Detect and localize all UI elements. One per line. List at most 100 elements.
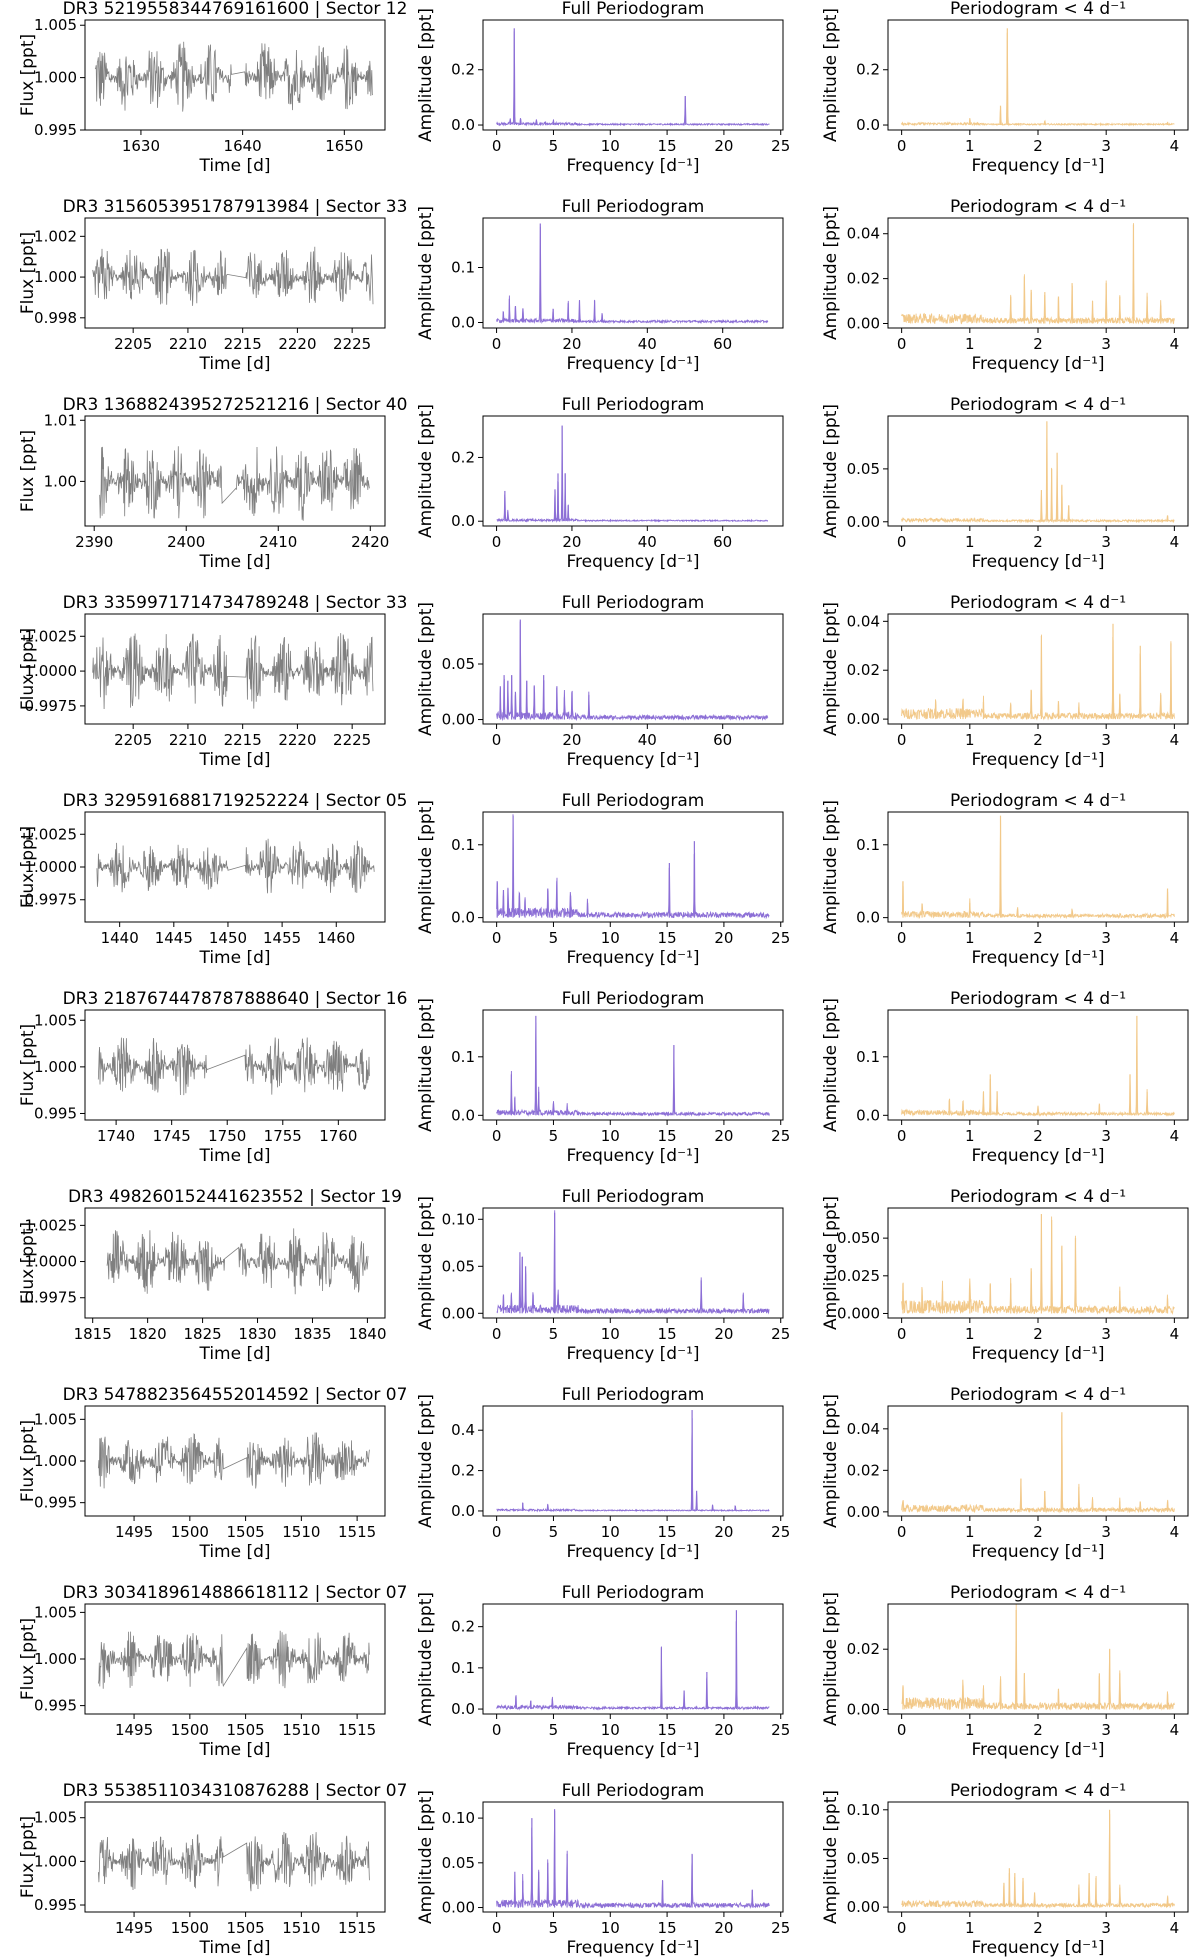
low-periodogram-frame	[887, 613, 1189, 725]
low-periodogram-ylabel: Amplitude [ppt]	[821, 602, 841, 736]
low-periodogram-ytick-label: 0.2	[856, 61, 880, 79]
lightcurve-xlabel: Time [d]	[198, 552, 270, 572]
low-periodogram-xlabel: Frequency [d⁻¹]	[971, 1542, 1104, 1562]
low-periodogram-frame	[887, 1603, 1189, 1715]
lightcurve-xlabel: Time [d]	[198, 1344, 270, 1364]
low-periodogram-ytick-label: 0.02	[847, 661, 880, 679]
low-periodogram-chart-3: 0 1 2 3 4 0.00 0.02 0.04 Periodogram < 4 d⁻¹ Freq…	[821, 593, 1189, 770]
full-periodogram-xlabel: Frequency [d⁻¹]	[566, 750, 699, 770]
low-periodogram-title: Periodogram < 4 d⁻¹	[950, 791, 1126, 811]
lightcurve-title: DR3 3156053951787913984 | Sector 33	[63, 197, 408, 217]
full-periodogram-ytick-label: 0.2	[451, 1618, 475, 1636]
low-periodogram-xtick-label: 1	[965, 1523, 975, 1541]
lightcurve-ytick-label: 1.000	[34, 1058, 77, 1076]
lightcurve-xtick-label: 2215	[224, 335, 262, 353]
full-periodogram-ytick-label: 0.05	[442, 1854, 475, 1872]
full-periodogram-series	[496, 226, 769, 325]
full-periodogram-series	[496, 31, 770, 127]
low-periodogram-chart-0: 0 1 2 3 4 0.0 0.2 Periodogram < 4 d⁻¹ Frequency …	[821, 0, 1189, 176]
lightcurve-xtick-label: 1505	[227, 1919, 265, 1937]
low-periodogram-ytick-label: 0.00	[847, 513, 880, 531]
full-periodogram-series	[496, 1418, 770, 1513]
full-periodogram-xtick-label: 15	[658, 1721, 677, 1739]
full-periodogram-ytick-label: 0.10	[442, 1809, 475, 1827]
lightcurve-xtick-label: 1640	[224, 137, 262, 155]
lightcurve-title: DR3 3359971714734789248 | Sector 33	[63, 593, 408, 613]
full-periodogram-xlabel: Frequency [d⁻¹]	[566, 354, 699, 374]
lightcurve-ytick-label: 1.0000	[25, 858, 78, 876]
low-periodogram-series	[901, 1020, 1175, 1117]
full-periodogram-xtick-label: 20	[714, 1919, 733, 1937]
low-periodogram-xtick-label: 2	[1033, 1523, 1043, 1541]
lightcurve-xlabel: Time [d]	[198, 354, 270, 374]
full-periodogram-frame	[482, 811, 784, 923]
low-periodogram-xtick-label: 4	[1170, 1721, 1180, 1739]
full-periodogram-frame	[482, 415, 784, 527]
full-periodogram-ylabel: Amplitude [ppt]	[416, 800, 436, 934]
lightcurve-ytick-label: 1.000	[34, 69, 77, 87]
full-periodogram-chart-5: 0 5 10 15 20 25 0.0 0.1 Full Periodogram Frequenc…	[416, 989, 790, 1166]
lightcurve-xtick-label: 1830	[238, 1325, 276, 1343]
low-periodogram-xlabel: Frequency [d⁻¹]	[971, 354, 1104, 374]
low-periodogram-title: Periodogram < 4 d⁻¹	[950, 1187, 1126, 1207]
lightcurve-ytick-label: 0.9975	[25, 697, 78, 715]
lightcurve-ytick-label: 0.9975	[25, 1289, 78, 1307]
full-periodogram-ylabel: Amplitude [ppt]	[416, 602, 436, 736]
full-periodogram-ytick-label: 0.2	[451, 448, 475, 466]
low-periodogram-ytick-label: 0.04	[847, 225, 880, 243]
lightcurve-xtick-label: 1500	[171, 1721, 209, 1739]
low-periodogram-title: Periodogram < 4 d⁻¹	[950, 395, 1126, 415]
full-periodogram-xlabel: Frequency [d⁻¹]	[566, 1740, 699, 1760]
full-periodogram-ytick-label: 0.00	[442, 1899, 475, 1917]
full-periodogram-xtick-label: 40	[638, 335, 657, 353]
low-periodogram-frame	[887, 1009, 1189, 1121]
low-periodogram-ytick-label: 0.04	[847, 612, 880, 630]
full-periodogram-xtick-label: 5	[549, 1523, 559, 1541]
lightcurve-ytick-label: 1.005	[34, 1603, 77, 1621]
full-periodogram-xlabel: Frequency [d⁻¹]	[566, 1542, 699, 1562]
full-periodogram-xtick-label: 15	[658, 929, 677, 947]
full-periodogram-series	[496, 1810, 770, 1910]
full-periodogram-xtick-label: 20	[562, 533, 581, 551]
full-periodogram-ytick-label: 0.10	[442, 1210, 475, 1228]
lightcurve-ytick-label: 0.995	[34, 121, 77, 139]
lightcurve-chart-3: 2205 2210 2215 2220 2225 0.9975 1.0000 1.0025 DR…	[18, 593, 407, 770]
lightcurve-ytick-label: 1.000	[34, 1852, 77, 1870]
low-periodogram-ylabel: Amplitude [ppt]	[821, 8, 841, 142]
lightcurve-xtick-label: 1740	[97, 1127, 135, 1145]
low-periodogram-xtick-label: 2	[1033, 1325, 1043, 1343]
low-periodogram-ylabel: Amplitude [ppt]	[821, 800, 841, 934]
low-periodogram-ylabel: Amplitude [ppt]	[821, 998, 841, 1132]
low-periodogram-title: Periodogram < 4 d⁻¹	[950, 1385, 1126, 1405]
lightcurve-series	[96, 838, 375, 894]
lightcurve-series	[98, 1630, 370, 1689]
lightcurve-xtick-label: 1495	[115, 1523, 153, 1541]
full-periodogram-title: Full Periodogram	[562, 989, 705, 1009]
full-periodogram-ytick-label: 0.1	[451, 836, 475, 854]
low-periodogram-ytick-label: 0.0	[856, 1106, 880, 1124]
lightcurve-ylabel: Flux [ppt]	[18, 1816, 38, 1898]
low-periodogram-xtick-label: 1	[965, 1721, 975, 1739]
low-periodogram-chart-7: 0 1 2 3 4 0.00 0.02 0.04 Periodogram < 4 d⁻¹ Freq…	[821, 1385, 1189, 1562]
full-periodogram-xtick-label: 60	[713, 731, 732, 749]
low-periodogram-xtick-label: 0	[897, 335, 907, 353]
full-periodogram-xtick-label: 25	[771, 1919, 790, 1937]
lightcurve-xtick-label: 2225	[333, 335, 371, 353]
lightcurve-xlabel: Time [d]	[198, 1938, 270, 1958]
lightcurve-chart-9: 1495 1500 1505 1510 1515 0.995 1.000 1.005 DR3 5…	[18, 1781, 407, 1958]
low-periodogram-ytick-label: 0.00	[847, 710, 880, 728]
low-periodogram-title: Periodogram < 4 d⁻¹	[950, 0, 1126, 19]
lightcurve-ytick-label: 0.9975	[25, 891, 78, 909]
low-periodogram-series	[901, 223, 1175, 325]
low-periodogram-frame	[887, 1207, 1189, 1319]
low-periodogram-xtick-label: 0	[897, 1523, 907, 1541]
lightcurve-ytick-label: 1.000	[34, 1650, 77, 1668]
full-periodogram-xtick-label: 20	[714, 929, 733, 947]
low-periodogram-xtick-label: 2	[1033, 1919, 1043, 1937]
lightcurve-chart-6: 1815 1820 1825 1830 1835 1840 0.9975 1.0000 1.00…	[18, 1187, 402, 1364]
lightcurve-xtick-label: 2225	[333, 731, 371, 749]
low-periodogram-chart-8: 0 1 2 3 4 0.00 0.02 Periodogram < 4 d⁻¹ Frequenc…	[821, 1583, 1189, 1760]
full-periodogram-ytick-label: 0.00	[442, 1304, 475, 1322]
full-periodogram-xtick-label: 0	[492, 1919, 502, 1937]
full-periodogram-ytick-label: 0.4	[451, 1421, 475, 1439]
